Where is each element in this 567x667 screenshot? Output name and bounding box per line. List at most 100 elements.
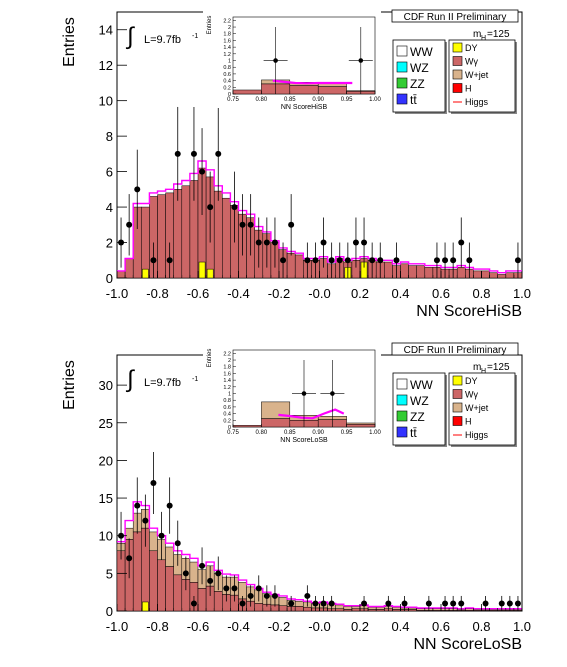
legend-entry: W+jet — [465, 70, 489, 80]
data-point — [466, 257, 473, 264]
data-point — [482, 600, 489, 607]
x-tick-label: 1.0 — [513, 286, 531, 301]
data-point — [199, 562, 206, 569]
legend-entry: Wγ — [465, 390, 478, 400]
wgamma-bar — [278, 605, 288, 612]
legend-swatch — [396, 61, 408, 73]
data-point — [352, 239, 359, 246]
panel-losb: -1.0 -0.8 -0.6 -0.4 -0.2 -0.0 0.2 0.4 0.6 0.8 1.00… — [61, 342, 531, 653]
y-tick-label: 30 — [99, 378, 113, 393]
wgamma-bar — [165, 566, 174, 612]
legend-entry: W+jet — [465, 403, 489, 413]
legend-entry: ZZ — [410, 77, 425, 91]
x-tick-label: 1.0 — [513, 619, 531, 634]
inset-y-tick-label: 0.6 — [223, 405, 231, 411]
data-point — [288, 221, 295, 228]
x-tick-label: -0.2 — [268, 286, 290, 301]
wgamma-bar — [213, 591, 223, 612]
legend-entry: H — [465, 417, 472, 427]
wgamma-bar — [400, 263, 409, 279]
inset-y-tick-label: 2.2 — [223, 18, 231, 24]
data-point — [215, 570, 222, 577]
wgamma-bar — [489, 609, 498, 612]
integral-symbol: ∫ — [125, 366, 135, 393]
data-point — [425, 600, 432, 607]
inset-wgamma-bar — [232, 89, 262, 95]
y-tick-label: 25 — [99, 416, 113, 431]
inset-data-point — [273, 58, 278, 63]
x-axis-title: NN ScoreLoSB — [414, 636, 523, 653]
legend-swatch — [452, 389, 463, 399]
legend-entry: ZZ — [410, 410, 425, 424]
inset-y-tick-label: 1.4 — [223, 45, 231, 51]
wgamma-bar — [343, 609, 353, 612]
inset-wgamma-bar — [232, 425, 262, 428]
wjet-bar — [392, 606, 401, 610]
wgamma-bar — [497, 274, 507, 279]
mass-subscript: H — [481, 368, 486, 375]
data-point — [304, 592, 311, 599]
data-point — [393, 257, 400, 264]
inset-y-tick-label: 1 — [228, 392, 231, 398]
wgamma-bar — [116, 270, 126, 279]
data-point — [134, 186, 141, 193]
x-axis-title: NN ScoreHiSB — [416, 303, 522, 320]
inset-y-tick-label: 0 — [228, 425, 231, 431]
data-point — [320, 600, 327, 607]
inset-wgamma-bar — [261, 418, 291, 428]
data-point — [150, 480, 157, 486]
inset-y-tick-label: 0.4 — [223, 412, 231, 418]
mass-value: =125 — [487, 29, 510, 40]
wgamma-bar — [286, 252, 296, 279]
wgamma-bar — [351, 608, 361, 612]
inset-y-tick-label: 0.8 — [223, 65, 231, 71]
wgamma-bar — [149, 550, 158, 612]
wgamma-bar — [173, 574, 183, 612]
y-tick-label: 12 — [99, 58, 113, 73]
x-tick-label: -1.0 — [106, 286, 128, 301]
wgamma-bar — [384, 261, 393, 279]
wgamma-bar — [132, 531, 142, 612]
lumi-superscript: -1 — [192, 33, 198, 40]
wjet-bar — [351, 606, 361, 609]
wjet-bar — [165, 546, 174, 567]
data-point — [134, 502, 141, 509]
legend-swatch — [396, 93, 408, 105]
wgamma-bar — [124, 258, 134, 279]
inset-x-tick-label: 0.85 — [284, 430, 296, 436]
inset-y-tick-label: 0.6 — [223, 72, 231, 78]
x-tick-label: -0.2 — [268, 619, 290, 634]
inset-y-axis-title: Entries — [207, 16, 213, 35]
wgamma-bar — [141, 206, 150, 279]
mass-label: m — [473, 29, 481, 40]
inset-y-tick-label: 1.2 — [223, 385, 231, 391]
data-point — [458, 239, 465, 246]
inset-x-tick-label: 0.85 — [284, 97, 296, 103]
wgamma-bar — [416, 265, 426, 279]
inset-y-tick-label: 1.8 — [223, 32, 231, 38]
inset-y-tick-label: 2.2 — [223, 351, 231, 357]
data-point — [142, 517, 149, 524]
y-tick-label: 5 — [106, 566, 113, 581]
data-point — [344, 257, 351, 264]
data-point — [126, 221, 133, 228]
x-tick-label: 0.4 — [391, 619, 409, 634]
data-point — [247, 592, 254, 599]
data-point — [361, 239, 368, 246]
inset-y-tick-label: 0.8 — [223, 398, 231, 404]
wgamma-bar — [408, 609, 417, 612]
inset-x-axis-title: NN ScoreLoSB — [280, 437, 328, 444]
wgamma-bar — [173, 189, 183, 279]
data-point — [255, 239, 262, 246]
legend-entry: WZ — [410, 61, 429, 75]
wgamma-bar — [473, 609, 482, 612]
data-point — [312, 600, 319, 607]
data-point — [239, 221, 246, 228]
data-point — [312, 257, 319, 264]
wgamma-bar — [303, 606, 312, 612]
lumi-label: L=9.7fb — [144, 34, 181, 46]
data-point — [166, 502, 173, 509]
inset-y-tick-label: 2 — [228, 25, 231, 31]
data-point — [514, 257, 521, 264]
data-point — [377, 257, 384, 264]
